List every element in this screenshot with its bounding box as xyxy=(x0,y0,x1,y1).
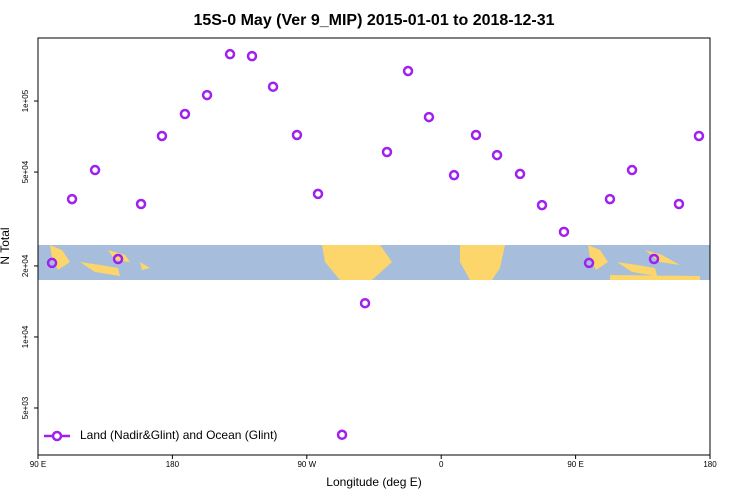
data-point xyxy=(536,199,548,211)
data-point xyxy=(291,129,303,141)
data-point xyxy=(112,253,124,265)
data-point xyxy=(448,169,460,181)
data-point xyxy=(673,198,685,210)
data-point xyxy=(224,48,236,60)
data-point xyxy=(89,164,101,176)
x-axis-label: Longitude (deg E) xyxy=(326,475,421,489)
data-point xyxy=(179,108,191,120)
y-axis-label: N Total xyxy=(0,227,12,264)
chart-title: 15S-0 May (Ver 9_MIP) 2015-01-01 to 2018… xyxy=(193,12,554,29)
legend-marker xyxy=(51,430,63,442)
x-tick-label: 0 xyxy=(439,460,444,469)
y-tick-label: 5e+04 xyxy=(21,160,30,183)
data-point xyxy=(201,89,213,101)
y-tick-label: 1e+04 xyxy=(21,325,30,348)
y-tick-label: 2e+04 xyxy=(21,254,30,277)
data-point xyxy=(470,129,482,141)
map-strip xyxy=(38,245,710,280)
data-point xyxy=(381,146,393,158)
data-point xyxy=(583,257,595,269)
data-point xyxy=(558,226,570,238)
data-point xyxy=(246,50,258,62)
y-tick-label: 1e+05 xyxy=(21,89,30,112)
legend-label: Land (Nadir&Glint) and Ocean (Glint) xyxy=(80,428,277,442)
data-point xyxy=(693,130,705,142)
data-point xyxy=(156,130,168,142)
data-point xyxy=(135,198,147,210)
data-point xyxy=(648,253,660,265)
x-tick-label: 90 E xyxy=(30,460,46,469)
data-point xyxy=(491,149,503,161)
data-point xyxy=(604,193,616,205)
x-tick-label: 90 W xyxy=(297,460,316,469)
data-point xyxy=(423,111,435,123)
data-point xyxy=(66,193,78,205)
data-point xyxy=(312,188,324,200)
data-point xyxy=(514,168,526,180)
data-point xyxy=(336,429,348,441)
x-tick-label: 180 xyxy=(166,460,180,469)
plot-frame xyxy=(37,37,711,456)
data-point xyxy=(359,297,371,309)
data-point xyxy=(267,81,279,92)
y-tick-label: 5e+03 xyxy=(21,396,30,419)
x-tick-label: 180 xyxy=(703,460,717,469)
x-tick-label: 90 E xyxy=(567,460,583,469)
data-point xyxy=(626,164,638,176)
data-point xyxy=(46,257,58,269)
data-point xyxy=(402,65,414,77)
